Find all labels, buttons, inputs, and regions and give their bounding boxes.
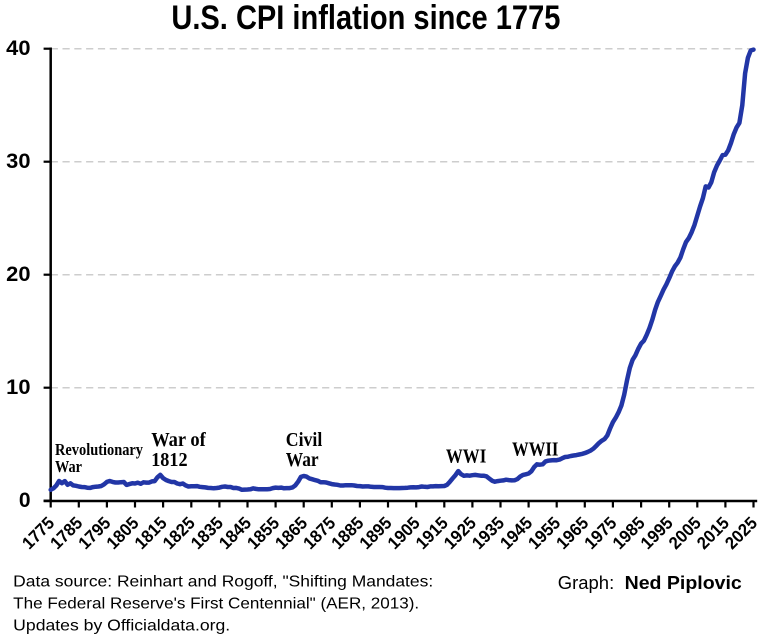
- svg-text:Civil: Civil: [286, 429, 323, 451]
- svg-text:Revolutionary: Revolutionary: [55, 440, 143, 459]
- svg-text:40: 40: [6, 37, 30, 60]
- svg-text:The Federal Reserve's First Ce: The Federal Reserve's First Centennial" …: [13, 596, 419, 613]
- svg-text:WWI: WWI: [446, 445, 487, 467]
- svg-text:War: War: [55, 457, 82, 476]
- svg-text:20: 20: [6, 263, 30, 286]
- svg-text:U.S. CPI inflation since 1775: U.S. CPI inflation since 1775: [171, 0, 560, 37]
- svg-text:War: War: [286, 449, 319, 471]
- svg-text:10: 10: [6, 376, 30, 399]
- svg-text:Graph:: Graph:: [558, 573, 614, 593]
- svg-text:1812: 1812: [151, 449, 187, 471]
- svg-text:Data source: Reinhart and Rogo: Data source: Reinhart and Rogoff, "Shift…: [13, 574, 433, 591]
- svg-text:Updates by Officialdata.org.: Updates by Officialdata.org.: [13, 618, 230, 635]
- svg-text:Ned Piplovic: Ned Piplovic: [625, 573, 742, 593]
- svg-text:War of: War of: [151, 429, 206, 451]
- svg-text:0: 0: [19, 489, 31, 512]
- svg-text:WWII: WWII: [512, 438, 559, 460]
- svg-text:30: 30: [6, 150, 30, 173]
